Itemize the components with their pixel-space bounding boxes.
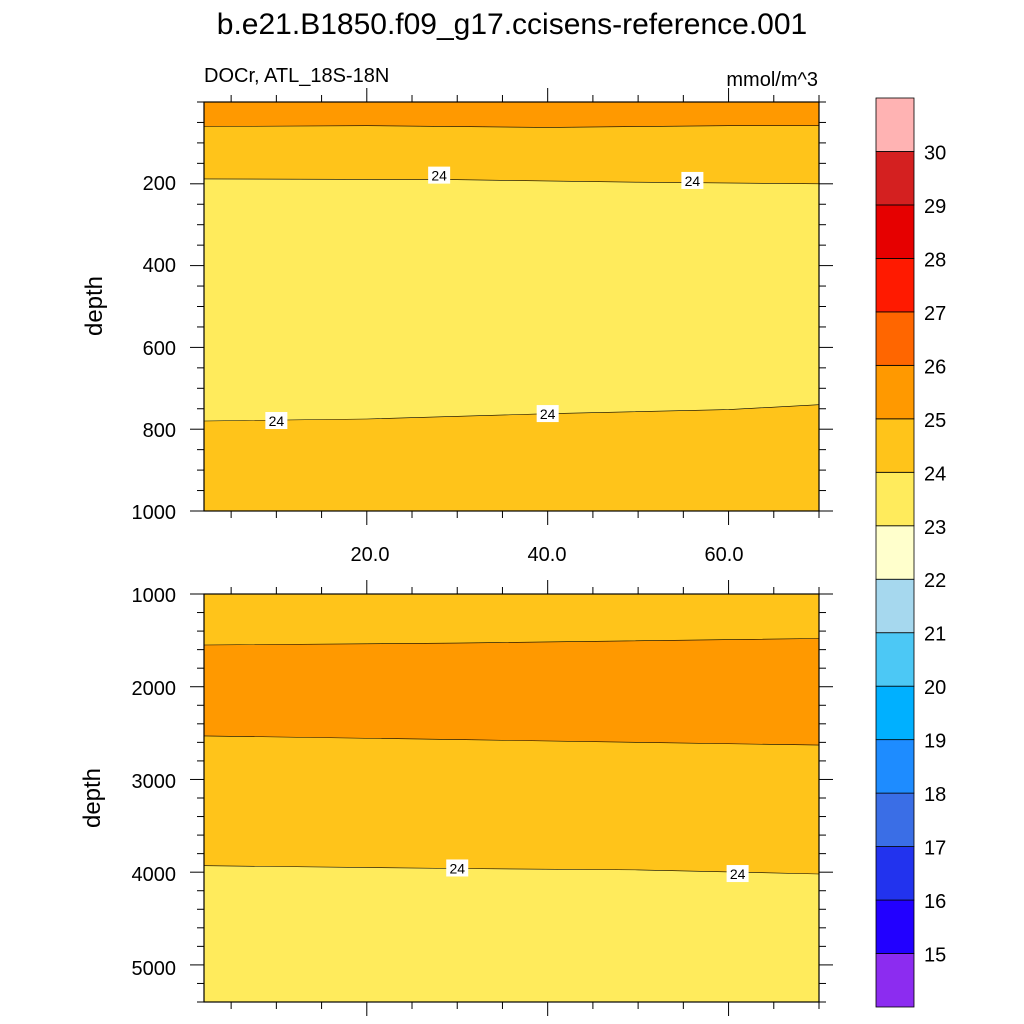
contour-label-background (446, 859, 469, 877)
contour-label-background (726, 865, 749, 883)
contour-band-25-26 (204, 638, 819, 746)
colorbar-swatch (875, 792, 915, 847)
colorbar-swatch (875, 97, 915, 152)
colorbar-swatch (875, 471, 915, 527)
colorbar-swatch (875, 632, 915, 687)
colorbar-swatch (875, 364, 915, 420)
top-panel-subtitle-left: DOCr, ATL_18S-18N (204, 65, 389, 87)
colorbar-label: 17 (924, 838, 946, 860)
contour-label-background (536, 405, 559, 423)
top-panel-subtitle-right: mmol/m^3 (726, 69, 818, 91)
colorbar-label: 27 (924, 303, 946, 325)
contour-label: 24 (431, 168, 447, 184)
top-panel-frame (203, 101, 820, 512)
top-panel-ytick-label-400: 400 (143, 255, 176, 277)
bottom-panel-ylabel: depth (79, 768, 106, 828)
bottom-panel-frame (203, 593, 820, 1003)
bottom-panel: 24 24 depth 1000 2000 3000 4000 5000 (79, 580, 833, 1016)
contour-label-background (265, 412, 288, 430)
top-panel-ticks (190, 88, 833, 525)
contour-label: 24 (449, 860, 465, 876)
contour-line (203, 125, 819, 128)
bottom-panel-ticks (190, 580, 833, 1016)
bottom-panel-ytick-label-4000: 4000 (132, 864, 177, 886)
top-panel-ylabel: depth (81, 276, 108, 336)
colorbar-label: 25 (924, 410, 946, 432)
contour-band-23-24 (204, 178, 819, 421)
contour-band-24-25 (204, 404, 819, 511)
colorbar-label: 28 (924, 249, 946, 271)
bottom-panel-contour-fill: 24 24 (203, 594, 820, 1002)
top-panel-ytick-label-200: 200 (143, 173, 176, 195)
bottom-panel-ytick-label-3000: 3000 (132, 771, 177, 793)
colorbar-label: 29 (924, 196, 946, 218)
colorbar-swatch (875, 418, 915, 473)
bottom-panel-ytick-label-1000: 1000 (132, 585, 177, 607)
colorbar: 15 16 17 18 19 20 21 22 23 24 25 26 27 28 29 30 (875, 97, 946, 1008)
colorbar-swatch (875, 311, 915, 366)
figure-title: b.e21.B1850.f09_g17.ccisens-reference.00… (217, 8, 807, 41)
bottom-panel-ytick-label-2000: 2000 (132, 678, 177, 700)
contour-label: 24 (685, 173, 701, 189)
top-panel-ytick-label-800: 800 (143, 420, 176, 442)
contour-line (203, 735, 820, 746)
colorbar-label: 30 (924, 142, 946, 164)
colorbar-label: 19 (924, 731, 946, 753)
colorbar-swatch (875, 739, 915, 794)
top-panel-xtick-label-40: 40.0 (528, 544, 567, 566)
top-panel-contour-fill: 24 24 24 24 (203, 102, 820, 511)
colorbar-label: 21 (924, 624, 946, 646)
contour-band-25-26 (204, 102, 819, 128)
contour-band-24-25 (204, 594, 819, 645)
top-panel: DOCr, ATL_18S-18N mmol/m^3 24 24 24 24 dept… (81, 65, 833, 566)
colorbar-label: 26 (924, 356, 946, 378)
colorbar-label: 18 (924, 784, 946, 806)
colorbar-label: 20 (924, 677, 946, 699)
colorbar-swatch (875, 685, 915, 741)
colorbar-swatch (875, 258, 915, 313)
colorbar-swatch (875, 846, 915, 901)
colorbar-label: 23 (924, 517, 946, 539)
top-panel-xtick-label-60: 60.0 (705, 544, 744, 566)
top-panel-ytick-label-600: 600 (143, 338, 176, 360)
colorbar-label: 22 (924, 570, 946, 592)
colorbar-swatch (875, 151, 915, 206)
contour-band-23-24 (204, 865, 819, 1002)
contour-label-background (681, 171, 704, 189)
colorbar-swatch (875, 578, 915, 634)
bottom-panel-ytick-label-5000: 5000 (132, 958, 177, 980)
top-panel-ytick-label-1000: 1000 (132, 502, 177, 524)
colorbar-label: 15 (924, 945, 946, 967)
colorbar-label: 16 (924, 891, 946, 913)
colorbar-swatch (875, 899, 915, 954)
contour-band-24-25 (204, 125, 819, 184)
contour-label: 24 (730, 866, 746, 882)
top-panel-xtick-label-20: 20.0 (351, 544, 390, 566)
colorbar-swatch (875, 953, 915, 1008)
colorbar-label: 24 (924, 463, 946, 485)
contour-label: 24 (540, 406, 556, 422)
contour-band-24-25 (204, 735, 819, 874)
contour-label: 24 (269, 413, 285, 429)
colorbar-swatch (875, 204, 915, 259)
contour-label-background (428, 166, 451, 184)
colorbar-swatch (875, 525, 915, 580)
contour-line (203, 638, 820, 646)
contour-line (203, 178, 820, 185)
